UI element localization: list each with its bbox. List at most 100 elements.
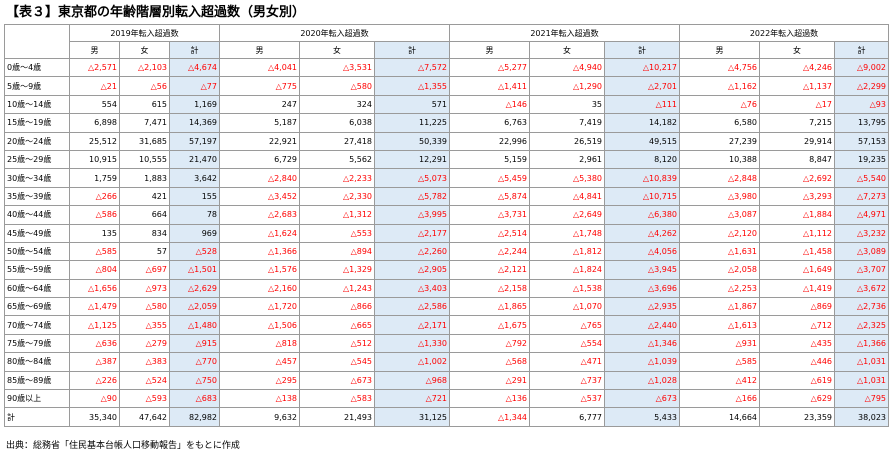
value-cell: △585 (679, 352, 760, 372)
value-cell: △1,112 (759, 223, 835, 243)
total-header: 計 (169, 41, 220, 59)
value-cell: △4,841 (529, 186, 605, 207)
value-cell: △1,884 (759, 205, 835, 225)
value-cell: △765 (529, 315, 605, 335)
age-label: 20歳～24歳 (4, 131, 70, 151)
value-cell: △593 (119, 389, 170, 409)
value-cell: △524 (119, 370, 170, 391)
value-cell: 21,470 (169, 149, 220, 170)
value-cell: △1,506 (219, 315, 300, 335)
value-cell: 22,921 (219, 131, 300, 151)
age-label: 0歳～4歳 (4, 57, 70, 78)
value-cell: △1,824 (529, 260, 605, 280)
year-header: 2022年転入超過数 (679, 24, 889, 42)
value-cell: △4,971 (834, 205, 889, 225)
value-cell: △1,346 (604, 333, 680, 354)
value-cell: 14,182 (604, 113, 680, 133)
value-cell: △5,073 (374, 168, 450, 188)
table-row: 10歳～14歳 554 615 1,169 247 324 571 △146 35 △111 △76… (4, 94, 889, 115)
value-cell: △1,812 (529, 241, 605, 262)
value-cell: △1,290 (529, 76, 605, 96)
value-cell: △2,514 (449, 223, 530, 243)
table-row: 30歳～34歳 1,759 1,883 3,642 △2,840 △2,233 △5,073… (4, 168, 889, 188)
value-cell: △3,403 (374, 278, 450, 299)
value-cell: △2,935 (604, 297, 680, 317)
value-cell: △5,782 (374, 186, 450, 207)
value-cell: △1,329 (299, 260, 375, 280)
value-cell: △2,848 (679, 168, 760, 188)
value-cell: 14,369 (169, 113, 220, 133)
table-row: 55歳～59歳 △804 △697 △1,501 △1,576 △1,329 △2,905 △… (4, 260, 889, 280)
value-cell: △1,028 (604, 370, 680, 391)
age-label: 計 (4, 407, 70, 428)
value-cell: △3,980 (679, 186, 760, 207)
value-cell: △295 (219, 370, 300, 391)
age-label: 10歳～14歳 (4, 94, 70, 115)
value-cell: 421 (119, 186, 170, 207)
value-cell: 969 (169, 223, 220, 243)
value-cell: △1,312 (299, 205, 375, 225)
female-header: 女 (759, 41, 835, 59)
value-cell: 57 (119, 241, 170, 262)
value-cell: 247 (219, 94, 300, 115)
value-cell: 13,795 (834, 113, 889, 133)
value-cell: △9,002 (834, 57, 889, 78)
table-row: 60歳～64歳 △1,656 △973 △2,629 △2,160 △1,243 △3,40… (4, 278, 889, 299)
value-cell: △77 (169, 76, 220, 96)
value-cell: △1,137 (759, 76, 835, 96)
value-cell: 26,519 (529, 131, 605, 151)
value-cell: △4,056 (604, 241, 680, 262)
value-cell: △2,736 (834, 297, 889, 317)
value-cell: △471 (529, 352, 605, 372)
value-cell: 22,996 (449, 131, 530, 151)
value-cell: 10,555 (119, 149, 170, 170)
value-cell: △636 (69, 333, 120, 354)
value-cell: 5,562 (299, 149, 375, 170)
age-label: 25歳～29歳 (4, 149, 70, 170)
value-cell: △4,756 (679, 57, 760, 78)
value-cell: △1,031 (834, 370, 889, 391)
value-cell: △446 (759, 352, 835, 372)
value-cell: △10,715 (604, 186, 680, 207)
age-label: 5歳～9歳 (4, 76, 70, 96)
value-cell: △673 (299, 370, 375, 391)
value-cell: △770 (169, 352, 220, 372)
value-cell: 27,239 (679, 131, 760, 151)
value-cell: 5,187 (219, 113, 300, 133)
value-cell: △583 (299, 389, 375, 409)
value-cell: △4,674 (169, 57, 220, 78)
age-label: 45歳～49歳 (4, 223, 70, 243)
value-cell: △2,701 (604, 76, 680, 96)
value-cell: △554 (529, 333, 605, 354)
value-cell: 6,777 (529, 407, 605, 428)
value-cell: △2,440 (604, 315, 680, 335)
age-label: 35歳～39歳 (4, 186, 70, 207)
value-cell: △818 (219, 333, 300, 354)
value-cell: △2,683 (219, 205, 300, 225)
value-cell: △1,039 (604, 352, 680, 372)
value-cell: △435 (759, 333, 835, 354)
value-cell: 6,580 (679, 113, 760, 133)
value-cell: △76 (679, 94, 760, 115)
value-cell: △2,177 (374, 223, 450, 243)
value-cell: △1,002 (374, 352, 450, 372)
value-cell: △866 (299, 297, 375, 317)
migration-table: 2019年転入超過数 2020年転入超過数 2021年転入超過数 2022年転入… (4, 24, 889, 428)
value-cell: △1,613 (679, 315, 760, 335)
table-row: 25歳～29歳 10,915 10,555 21,470 6,729 5,562 12,29… (4, 149, 889, 170)
table-row: 45歳～49歳 135 834 969 △1,624 △553 △2,177 △2,514 △1… (4, 223, 889, 243)
value-cell: △2,692 (759, 168, 835, 188)
value-cell: 5,159 (449, 149, 530, 170)
value-cell: △1,748 (529, 223, 605, 243)
value-cell: △5,380 (529, 168, 605, 188)
value-cell: △2,299 (834, 76, 889, 96)
value-cell: 19,235 (834, 149, 889, 170)
value-cell: △10,839 (604, 168, 680, 188)
age-label: 75歳～79歳 (4, 333, 70, 354)
value-cell: △3,707 (834, 260, 889, 280)
value-cell: △5,277 (449, 57, 530, 78)
value-cell: △136 (449, 389, 530, 409)
value-cell: 664 (119, 205, 170, 225)
value-cell: △1,480 (169, 315, 220, 335)
age-label: 60歳～64歳 (4, 278, 70, 299)
